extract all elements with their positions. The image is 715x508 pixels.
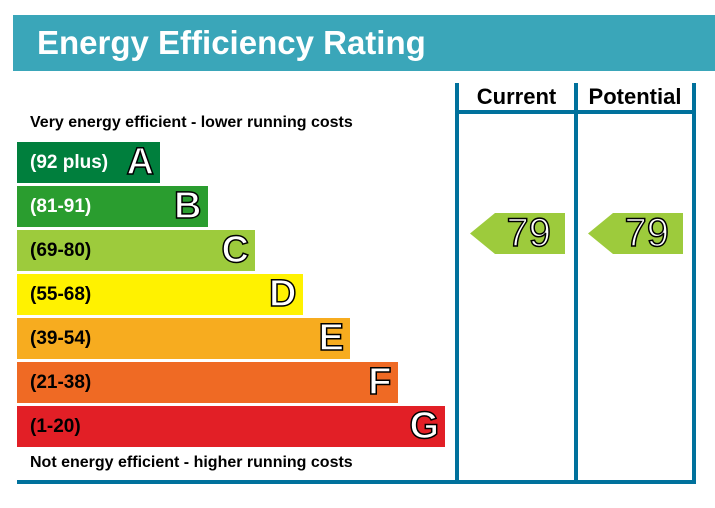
band-range: (81-91) [30, 196, 92, 217]
band-b: (81-91) B [17, 185, 208, 228]
band-letter: A [126, 141, 155, 184]
current-rating-arrow: 79 [470, 211, 565, 255]
band-range: (21-38) [30, 372, 92, 393]
band-range: (92 plus) [30, 152, 109, 173]
bottom-note: Not energy efficient - higher running co… [30, 454, 353, 471]
band-f: (21-38) F [17, 361, 398, 404]
band-range: (55-68) [30, 284, 92, 305]
band-g: (1-20) G [17, 405, 445, 448]
header-divider [455, 110, 696, 114]
potential-rating-arrow: 79 [588, 211, 683, 255]
potential-rating-value: 79 [624, 211, 670, 255]
band-c: (69-80) C [17, 229, 255, 272]
chart-title: Energy Efficiency Rating [13, 15, 715, 71]
band-letter: F [368, 361, 393, 404]
band-letter: D [268, 273, 297, 316]
band-letter: E [318, 317, 345, 360]
divider [574, 83, 578, 483]
band-range: (39-54) [30, 328, 92, 349]
band-letter: B [173, 185, 202, 228]
divider [455, 83, 459, 483]
band-range: (69-80) [30, 240, 92, 261]
top-note: Very energy efficient - lower running co… [30, 114, 353, 131]
band-letter: C [221, 229, 250, 272]
column-header-potential: Potential [588, 84, 682, 109]
current-rating-value: 79 [506, 211, 552, 255]
divider [692, 83, 696, 483]
band-a: (92 plus) A [17, 141, 160, 184]
band-range: (1-20) [30, 416, 81, 437]
bottom-border [17, 480, 696, 484]
column-header-current: Current [476, 84, 557, 109]
band-d: (55-68) D [17, 273, 303, 316]
band-e: (39-54) E [17, 317, 350, 360]
band-letter: G [409, 405, 440, 448]
